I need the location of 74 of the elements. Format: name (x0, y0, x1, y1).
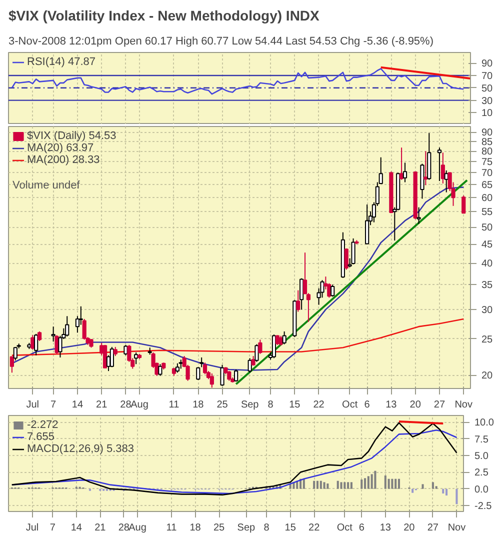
x-tick-label: 18 (192, 400, 204, 410)
x-tick-label: 15 (284, 522, 296, 534)
y-tick-label: 75 (482, 157, 494, 168)
x-tick-label: 11 (166, 522, 178, 534)
x-tick-label: 25 (216, 400, 228, 410)
x-tick-label: 25 (213, 522, 226, 534)
x-tick-label: 15 (289, 400, 301, 410)
x-tick-label: Oct (336, 522, 353, 534)
y-tick-label: 2.5 (474, 468, 489, 479)
y-tick-label: 10.0 (474, 418, 494, 429)
y-tick-label: 85 (482, 136, 494, 148)
x-tick-label: 27 (434, 400, 446, 410)
y-tick-label: 5.0 (474, 451, 489, 462)
y-tick-label: 30 (482, 96, 494, 107)
x-tick-label: 18 (190, 522, 202, 534)
legend-label: MA(20) 63.97 (27, 142, 94, 154)
x-tick-label: 14 (70, 522, 82, 534)
x-tick-label: 8 (264, 522, 270, 534)
y-tick-label: 7.5 (474, 434, 489, 446)
y-tick-label: 70 (482, 168, 494, 180)
x-tick-label: 8 (268, 400, 274, 410)
y-tick-label: 35 (482, 280, 494, 292)
legend-label: $VIX (Daily) 54.53 (27, 130, 116, 142)
y-tick-label: 90 (482, 128, 494, 139)
x-tick-label: 22 (313, 400, 325, 410)
y-tick-label: 80 (482, 146, 494, 158)
x-tick-label: Sep (237, 522, 256, 534)
x-tick-label: 20 (410, 400, 422, 410)
y-tick-label: 0.0 (474, 484, 489, 496)
y-tick-label: -2.5 (474, 501, 492, 512)
x-tick-label: 21 (96, 400, 108, 410)
y-tick-label: 45 (482, 240, 494, 251)
y-tick-label: 40 (482, 258, 494, 270)
x-tick-label: 7 (50, 400, 57, 410)
x-tick-label: 13 (386, 400, 398, 410)
x-tick-label: 27 (427, 522, 439, 534)
x-tick-label: 13 (380, 522, 392, 534)
y-tick-label: 70 (482, 70, 494, 82)
annotation: Volume undef (12, 180, 81, 192)
x-tick-label: 6 (358, 522, 365, 534)
legend-label: -2.272 (27, 419, 58, 431)
x-tick-label: 6 (364, 400, 370, 410)
y-tick-label: 50 (482, 83, 494, 94)
y-tick-label: 55 (482, 207, 494, 218)
x-tick-label: Nov (448, 522, 466, 534)
y-tick-label: 90 (482, 58, 494, 70)
chart-subtitle: 3-Nov-2008 12:01pm Open 60.17 High 60.77 Low 54.44 Last 54.53 Chg -5.36 (-8.95%) (8, 36, 434, 48)
x-tick-label: 7 (50, 522, 56, 534)
legend-label: MA(200) 28.33 (27, 154, 100, 166)
chart-title: $VIX (Volatility Index - New Methodology) INDX (8, 8, 320, 24)
x-tick-label: Aug (130, 400, 148, 410)
y-tick-label: 20 (482, 370, 494, 382)
x-tick-label: 21 (94, 522, 106, 534)
x-tick-label: Nov (454, 400, 473, 410)
legend-label: 7.655 (27, 431, 55, 443)
y-tick-label: 10 (482, 108, 494, 120)
y-tick-label: 50 (482, 222, 494, 234)
x-tick-label: Oct (342, 400, 358, 410)
x-tick-label: Jul (26, 400, 40, 410)
legend-label: RSI(14) 47.87 (27, 56, 96, 68)
x-tick-label: Sep (240, 400, 260, 410)
x-tick-label: Aug (128, 522, 146, 534)
x-tick-label: 14 (72, 400, 84, 410)
x-tick-label: 28 (118, 522, 130, 534)
x-tick-label: 20 (404, 522, 416, 534)
y-tick-label: 65 (482, 180, 494, 192)
y-tick-label: 30 (482, 305, 494, 316)
y-tick-label: 25 (482, 334, 494, 346)
x-tick-label: Jul (26, 522, 39, 534)
x-tick-label: 22 (308, 522, 320, 534)
x-tick-label: 28 (120, 400, 132, 410)
y-tick-label: 60 (482, 193, 494, 204)
legend-label: MACD(12,26,9) 5.383 (27, 443, 134, 455)
x-tick-label: 11 (168, 400, 180, 410)
